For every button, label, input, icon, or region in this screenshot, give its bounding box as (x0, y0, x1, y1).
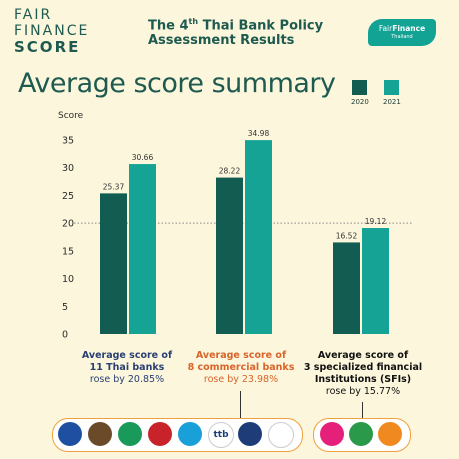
group-text-thai-banks: Average score of 11 Thai banks rose by 2… (68, 350, 186, 386)
group-heading-1: Average score of (195, 350, 287, 361)
group-heading-2: 8 commercial banks (187, 362, 295, 373)
krungthai-icon (178, 422, 202, 446)
bar-value-label: 16.52 (336, 231, 358, 240)
callout-line-sfi (362, 402, 363, 418)
header-title-part-a: The 4 (148, 18, 189, 34)
y-tick-label: 0 (62, 330, 68, 341)
cimb-icon (148, 422, 172, 446)
y-tick-label: 20 (62, 219, 74, 230)
group-subtext: rose by 15.77% (325, 386, 401, 397)
group-text-sfis: Average score of 3 specialized financial… (303, 350, 423, 398)
legend-swatch-2020 (352, 80, 367, 95)
bangkok-bank-icon (58, 422, 82, 446)
baac-icon (349, 422, 373, 446)
group-heading-3: Institutions (SFIs) (314, 374, 412, 385)
logo-finance: FINANCE (14, 23, 90, 39)
callout-line-commercial (240, 391, 241, 418)
gsb-icon (320, 422, 344, 446)
kbank-icon (118, 422, 142, 446)
bar-value-label: 19.12 (365, 217, 387, 226)
y-tick-label: 25 (62, 191, 74, 202)
bar-2021-group-1 (129, 164, 156, 334)
header-title-part-b: Thai Bank Policy (198, 18, 324, 34)
y-tick-label: 10 (62, 274, 74, 285)
legend-swatch-2021 (384, 80, 399, 95)
logo-fair: FAIR (14, 7, 53, 23)
header-title-line2: Assessment Results (148, 33, 295, 49)
fair-finance-thailand-badge: FairFinance Thailand (368, 19, 436, 46)
y-tick-label: 35 (62, 136, 74, 147)
badge-name: FairFinance (368, 24, 436, 33)
bar-value-label: 30.66 (132, 153, 154, 162)
bar-2021-group-2 (245, 140, 272, 334)
badge-finance: Finance (392, 24, 426, 33)
header-title-sup: th (188, 17, 199, 26)
ttb-icon: ttb (208, 422, 234, 448)
fair-finance-score-logo: FAIR FINANCE SCORE (14, 8, 89, 55)
scb-icon (268, 422, 294, 448)
badge-fair: Fair (378, 24, 393, 33)
bar-value-label: 28.22 (219, 167, 241, 176)
bar-value-label: 34.98 (248, 129, 270, 138)
page-title: Average score summary (18, 68, 336, 99)
ghbank-icon (378, 422, 402, 446)
logo-score: SCORE (14, 38, 81, 56)
bar-value-label: 25.37 (103, 182, 125, 191)
group-heading-1: Average score of (81, 350, 173, 361)
legend-label-2020: 2020 (351, 98, 369, 106)
group-text-commercial-banks: Average score of 8 commercial banks rose… (182, 350, 300, 386)
y-tick-label: 5 (62, 302, 68, 313)
group-subtext: rose by 20.85% (89, 374, 165, 385)
group-subtext: rose by 23.98% (203, 374, 279, 385)
bar-2020-group-1 (100, 193, 127, 334)
bar-2020-group-2 (216, 177, 243, 334)
legend-label-2021: 2021 (383, 98, 401, 106)
group-heading-2: 3 specialized financial (303, 362, 423, 373)
y-tick-label: 15 (62, 246, 74, 257)
group-heading-1: Average score of (317, 350, 409, 361)
header-title: The 4th Thai Bank Policy Assessment Resu… (148, 14, 338, 48)
header-title-line1: The 4th Thai Bank Policy (148, 14, 338, 33)
badge-country: Thailand (391, 34, 413, 40)
group-heading-2: 11 Thai banks (89, 362, 165, 373)
bar-2020-group-3 (333, 242, 360, 334)
krungsri-icon (88, 422, 112, 446)
y-tick-label: 30 (62, 163, 74, 174)
bar-2021-group-3 (362, 228, 389, 334)
tisco-icon (238, 422, 262, 446)
y-axis-title: Score (58, 111, 84, 121)
